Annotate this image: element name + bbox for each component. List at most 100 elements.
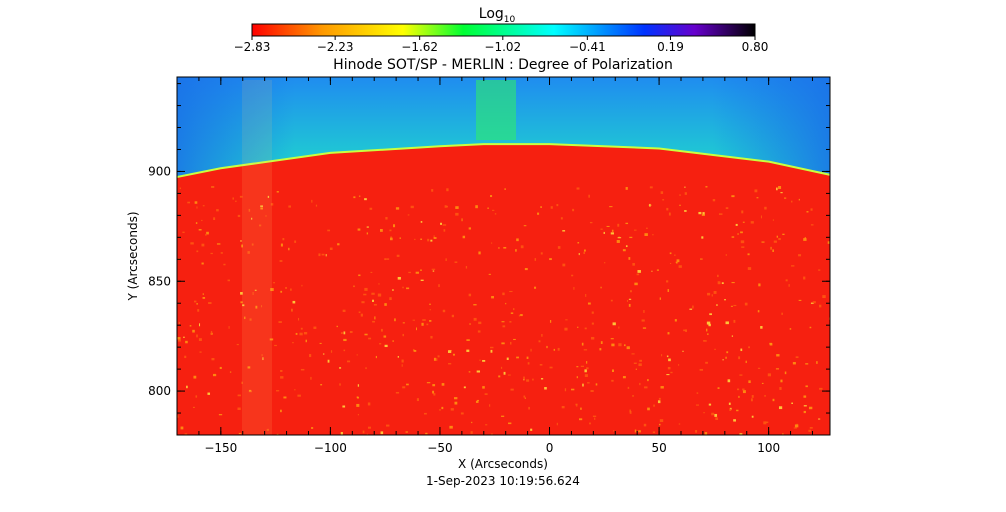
speckle — [202, 205, 205, 207]
speckle — [433, 393, 436, 396]
speckle — [544, 387, 547, 390]
speckle — [383, 335, 387, 338]
speckle — [733, 304, 737, 307]
colorbar-tick-label: −0.41 — [569, 40, 606, 54]
speckle — [661, 354, 663, 357]
speckle — [313, 326, 317, 329]
speckle — [731, 282, 735, 284]
speckle — [562, 263, 566, 267]
speckle — [259, 224, 262, 227]
speckle — [491, 296, 494, 299]
speckle — [363, 293, 367, 296]
x-axis-label: X (Arcseconds) — [458, 457, 548, 471]
y-tick-label: 850 — [148, 274, 171, 288]
speckle — [582, 383, 584, 387]
speckle — [329, 247, 333, 250]
speckle — [760, 326, 763, 329]
speckle — [237, 407, 241, 410]
speckle — [247, 251, 250, 254]
speckle — [750, 221, 754, 224]
speckle — [778, 186, 782, 189]
speckle — [653, 404, 655, 407]
speckle — [682, 350, 684, 352]
speckle — [476, 370, 481, 373]
speckle — [516, 356, 519, 359]
speckle — [441, 383, 445, 386]
speckle — [408, 271, 411, 274]
speckle — [625, 187, 628, 190]
speckle — [700, 258, 703, 260]
speckle — [177, 337, 181, 340]
speckle — [416, 327, 418, 331]
speckle — [625, 222, 629, 225]
speckle — [742, 221, 745, 223]
speckle — [727, 379, 731, 383]
speckle — [373, 303, 377, 306]
speckle — [698, 211, 702, 215]
speckle — [247, 366, 251, 369]
speckle — [781, 312, 783, 315]
speckle — [609, 206, 613, 208]
speckle — [455, 206, 459, 209]
speckle — [770, 246, 772, 250]
speckle — [311, 199, 313, 203]
speckle — [182, 231, 185, 233]
speckle — [280, 409, 282, 413]
speckle — [280, 376, 284, 379]
speckle — [500, 366, 503, 369]
speckle — [715, 417, 719, 420]
speckle — [714, 348, 716, 351]
speckle — [413, 349, 417, 352]
speckle — [468, 371, 471, 373]
speckle — [266, 428, 269, 431]
speckle — [591, 311, 594, 314]
speckle — [374, 316, 376, 320]
speckle — [515, 249, 517, 252]
speckle — [618, 343, 622, 347]
speckle — [343, 338, 347, 342]
speckle — [560, 217, 563, 220]
speckle — [218, 414, 223, 416]
speckle — [384, 344, 388, 348]
speckle — [461, 218, 463, 222]
speckle — [549, 366, 553, 369]
speckle — [652, 234, 654, 236]
speckle — [192, 329, 195, 333]
speckle — [583, 249, 586, 252]
x-tick-label: 100 — [757, 441, 780, 455]
speckle — [592, 415, 597, 417]
speckle — [669, 252, 672, 255]
speckle — [546, 345, 548, 349]
speckle — [285, 287, 288, 289]
speckle — [659, 297, 661, 300]
speckle — [241, 381, 243, 384]
speckle — [709, 313, 712, 316]
speckle — [629, 290, 632, 293]
speckle — [628, 257, 631, 260]
speckle — [216, 243, 221, 245]
speckle — [626, 346, 630, 350]
speckle — [576, 187, 580, 190]
speckle — [501, 342, 505, 345]
speckle — [435, 358, 438, 361]
speckle — [401, 359, 404, 363]
speckle — [490, 433, 493, 435]
speckle — [803, 410, 806, 414]
speckle — [370, 271, 373, 274]
speckle — [587, 382, 590, 384]
speckle — [510, 312, 514, 314]
speckle — [528, 406, 530, 410]
speckle — [733, 319, 736, 323]
speckle — [577, 326, 579, 328]
speckle — [402, 333, 404, 337]
speckle — [367, 402, 371, 406]
speckle — [589, 422, 591, 425]
speckle — [635, 368, 637, 370]
speckle — [776, 187, 778, 191]
speckle — [502, 325, 506, 328]
speckle — [195, 395, 198, 398]
speckle — [201, 219, 203, 222]
speckle — [725, 254, 727, 256]
speckle — [622, 376, 626, 379]
speckle — [747, 253, 750, 256]
